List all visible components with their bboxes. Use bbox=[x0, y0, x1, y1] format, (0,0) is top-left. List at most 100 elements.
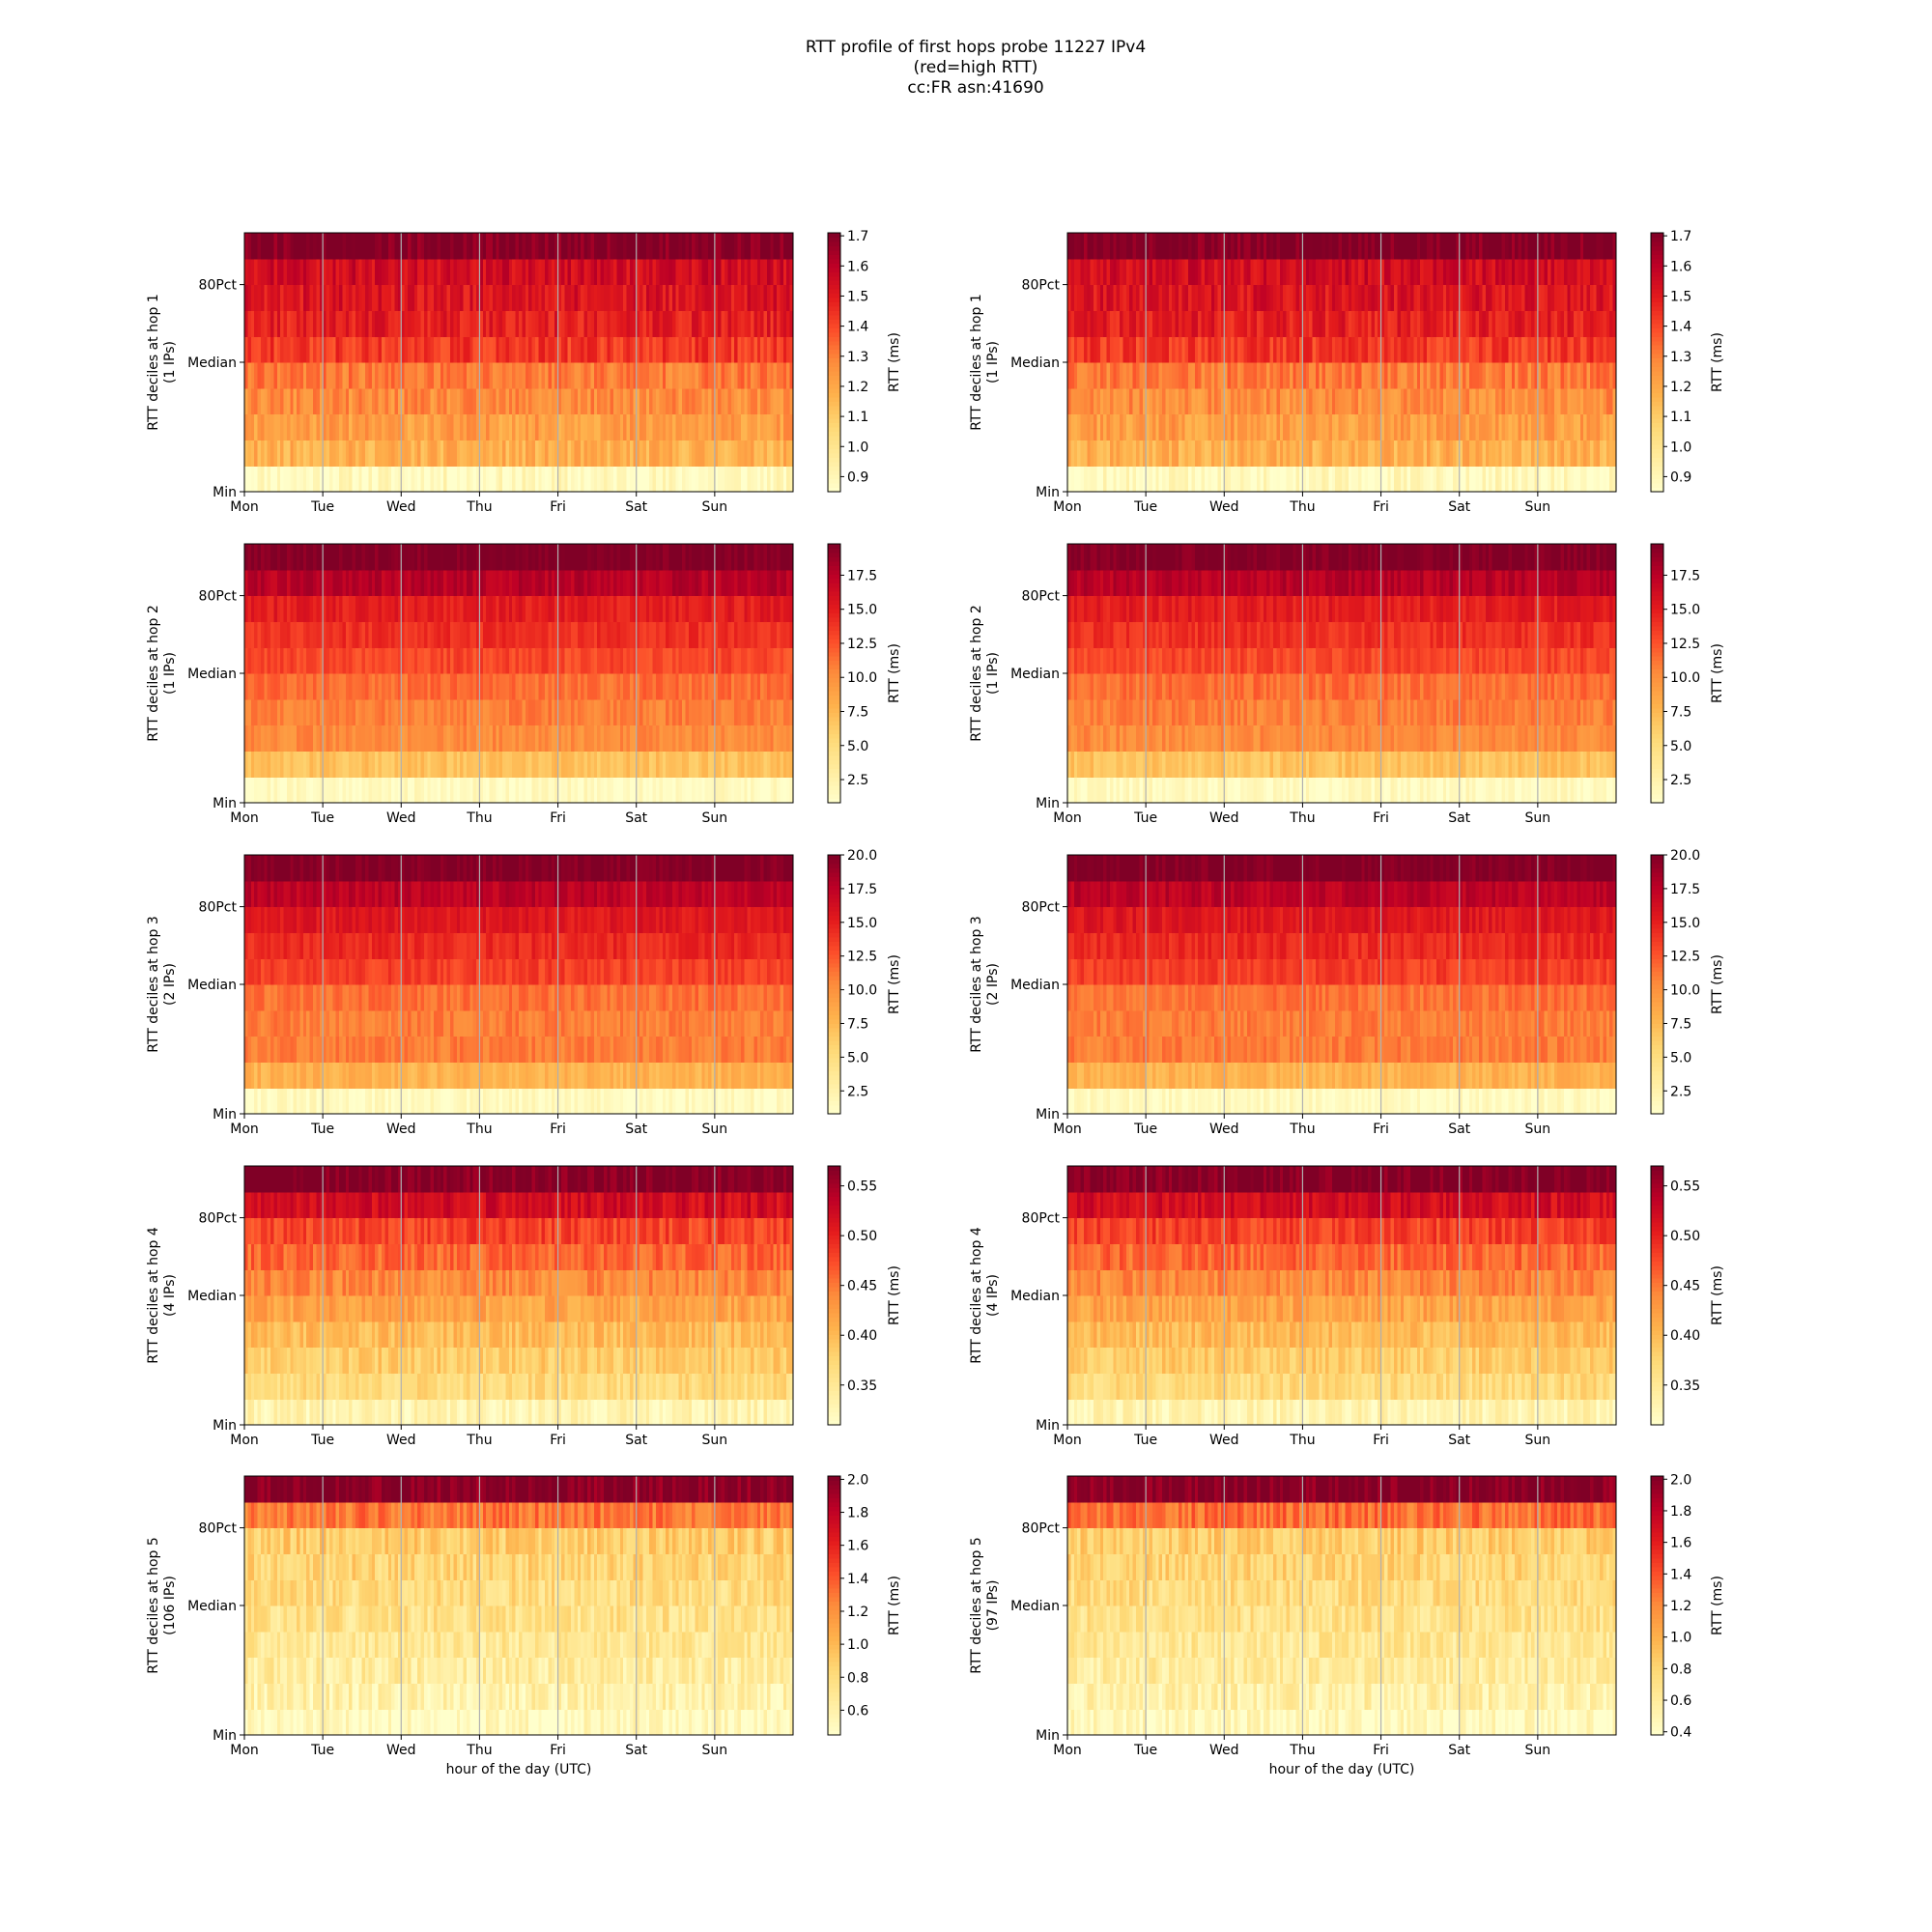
heatmap-cell bbox=[349, 258, 354, 286]
heatmap-cell bbox=[1494, 413, 1499, 440]
heatmap-cell bbox=[675, 336, 680, 363]
heatmap-cell bbox=[574, 336, 579, 363]
heatmap-cell bbox=[1430, 466, 1435, 493]
heatmap-cell bbox=[375, 466, 380, 493]
heatmap-cell bbox=[770, 258, 775, 286]
heatmap-cell bbox=[466, 751, 470, 778]
heatmap-cell bbox=[1286, 440, 1291, 467]
heatmap-cell bbox=[384, 336, 389, 363]
heatmap-cell bbox=[1142, 440, 1147, 467]
heatmap-cell bbox=[463, 362, 468, 389]
heatmap-cell bbox=[548, 310, 553, 337]
heatmap-cell bbox=[247, 258, 252, 286]
heatmap-cell bbox=[777, 387, 781, 415]
heatmap-cell bbox=[498, 233, 503, 260]
heatmap-cell bbox=[714, 387, 719, 415]
heatmap-cell bbox=[411, 336, 415, 363]
heatmap-cell bbox=[352, 310, 356, 337]
heatmap-cell bbox=[692, 310, 696, 337]
heatmap-cell bbox=[335, 362, 340, 389]
heatmap-cell bbox=[430, 673, 435, 700]
heatmap-cell bbox=[701, 284, 706, 311]
heatmap-cell bbox=[780, 413, 784, 440]
colorbar-segment bbox=[1651, 336, 1663, 342]
heatmap-cell bbox=[365, 258, 370, 286]
heatmap-cell bbox=[1094, 440, 1098, 467]
heatmap-cell bbox=[328, 724, 333, 752]
heatmap-cell bbox=[571, 413, 576, 440]
heatmap-cell bbox=[512, 362, 517, 389]
heatmap-cell bbox=[534, 647, 539, 674]
heatmap-cell bbox=[434, 466, 439, 493]
heatmap-cell bbox=[387, 310, 392, 337]
heatmap-cell bbox=[306, 310, 311, 337]
colorbar-segment bbox=[828, 310, 840, 316]
heatmap-cell bbox=[671, 673, 676, 700]
heatmap-cell bbox=[656, 310, 660, 337]
heatmap-cell bbox=[1345, 466, 1350, 493]
colorbar-segment bbox=[1651, 410, 1663, 415]
heatmap-cell bbox=[652, 466, 657, 493]
heatmap-cell bbox=[666, 310, 670, 337]
heatmap-cell bbox=[652, 362, 657, 389]
heatmap-cell bbox=[1351, 466, 1356, 493]
heatmap-cell bbox=[352, 258, 356, 286]
heatmap-cell bbox=[486, 233, 491, 260]
heatmap-cell bbox=[502, 310, 507, 337]
heatmap-cell bbox=[623, 387, 628, 415]
heatmap-cell bbox=[721, 310, 725, 337]
heatmap-cell bbox=[339, 310, 344, 337]
heatmap-cell bbox=[244, 310, 248, 337]
heatmap-cell bbox=[668, 258, 673, 286]
heatmap-cell bbox=[323, 466, 327, 493]
heatmap-cell bbox=[382, 466, 385, 493]
heatmap-cell bbox=[394, 258, 399, 286]
heatmap-cell bbox=[371, 258, 376, 286]
heatmap-cell bbox=[636, 466, 640, 493]
heatmap-cell bbox=[401, 362, 406, 389]
heatmap-cell bbox=[1563, 233, 1568, 260]
heatmap-cell bbox=[276, 362, 281, 389]
heatmap-cell bbox=[371, 362, 376, 389]
heatmap-cell bbox=[619, 284, 624, 311]
heatmap-cell bbox=[460, 336, 465, 363]
heatmap-cell bbox=[482, 466, 487, 493]
heatmap-cell bbox=[560, 284, 565, 311]
heatmap-cell bbox=[270, 336, 275, 363]
heatmap-cell bbox=[323, 387, 327, 415]
heatmap-cell bbox=[417, 233, 422, 260]
heatmap-cell bbox=[678, 233, 683, 260]
heatmap-cell bbox=[626, 413, 631, 440]
heatmap-cell bbox=[659, 310, 664, 337]
heatmap-cell bbox=[675, 284, 680, 311]
heatmap-cell bbox=[554, 413, 559, 440]
heatmap-cell bbox=[1146, 466, 1151, 493]
heatmap-cell bbox=[472, 336, 477, 363]
heatmap-cell bbox=[466, 698, 470, 726]
heatmap-cell bbox=[652, 387, 657, 415]
heatmap-cell bbox=[512, 387, 517, 415]
heatmap-cell bbox=[534, 284, 539, 311]
heatmap-cell bbox=[545, 440, 550, 467]
heatmap-cell bbox=[397, 336, 402, 363]
colorbar-segment bbox=[1651, 289, 1663, 295]
heatmap-cell bbox=[1224, 466, 1229, 493]
heatmap-cell bbox=[378, 362, 383, 389]
heatmap-cell bbox=[1253, 362, 1258, 389]
heatmap-cell bbox=[695, 413, 699, 440]
heatmap-cell bbox=[522, 413, 526, 440]
heatmap-cell bbox=[1158, 440, 1163, 467]
heatmap-cell bbox=[472, 466, 477, 493]
heatmap-cell bbox=[610, 440, 614, 467]
heatmap-cell bbox=[283, 413, 288, 440]
heatmap-cell bbox=[590, 362, 595, 389]
heatmap-cell bbox=[1494, 310, 1499, 337]
colorbar-segment bbox=[1651, 427, 1663, 433]
heatmap-cell bbox=[613, 466, 618, 493]
heatmap-cell bbox=[581, 413, 585, 440]
heatmap-cell bbox=[659, 413, 664, 440]
heatmap-cell bbox=[486, 336, 491, 363]
heatmap-cell bbox=[581, 440, 585, 467]
heatmap-cell bbox=[244, 413, 248, 440]
heatmap-cell bbox=[610, 310, 614, 337]
